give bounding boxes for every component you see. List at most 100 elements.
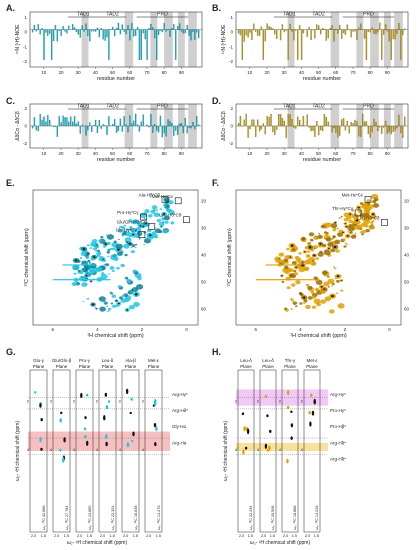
strip-peak (104, 392, 108, 397)
data-bar (258, 125, 261, 132)
data-bar (159, 115, 162, 127)
data-bar (51, 29, 53, 60)
spectral-peak (363, 208, 370, 213)
x-tick-label: 50 (316, 151, 322, 156)
strip-c13-value: ω₁- ¹³C 22.324 (111, 505, 115, 530)
domain-label-prd: PRD (363, 104, 374, 110)
data-bar (333, 29, 335, 42)
y-tick-label: 0 (230, 124, 233, 129)
data-bar (188, 125, 190, 128)
strip-x-tick: 2.0 (283, 534, 288, 538)
data-bar (289, 114, 291, 127)
panel-letter-a: A. (6, 3, 15, 13)
spectral-peak (304, 266, 309, 271)
data-bar (394, 29, 396, 40)
data-bar (356, 29, 358, 41)
strip-tick-label: 2 (27, 398, 30, 403)
spectral-peak (99, 306, 106, 312)
strip-subtitle: Plane (125, 364, 137, 369)
data-bar (318, 125, 320, 136)
peak-core (344, 223, 347, 225)
shaded-region (394, 12, 403, 67)
data-bar (239, 116, 242, 127)
strip-peak (310, 393, 313, 398)
x-axis-label: residue number (303, 157, 341, 163)
spectral-peak (293, 272, 298, 276)
data-bar (140, 29, 142, 60)
spectral-streak (62, 264, 96, 266)
spectral-peak (107, 248, 111, 252)
spectral-peak (90, 266, 93, 268)
peak-core (85, 274, 88, 277)
data-bar (182, 125, 184, 134)
peak-core (302, 296, 306, 299)
spectral-peak (291, 299, 295, 302)
data-bar (163, 22, 165, 30)
strip-x-tick: 2.0 (123, 534, 128, 538)
data-bar (77, 121, 79, 127)
spectral-peak (139, 212, 147, 219)
spectral-peak (338, 217, 342, 219)
data-bar (266, 23, 268, 30)
spectral-peak (292, 301, 298, 305)
strip-subtitle: Plane (148, 364, 160, 369)
shaded-region (370, 12, 379, 67)
data-bar (129, 115, 131, 127)
data-bar (264, 125, 266, 135)
data-bar (146, 29, 148, 60)
spectral-peak (156, 218, 162, 223)
strip-peak (153, 423, 157, 428)
data-bar (123, 116, 125, 127)
strip-tick-label: 2 (257, 398, 260, 403)
data-bar (100, 125, 102, 129)
y-tick-label: 1 (230, 15, 233, 20)
spectral-peak (162, 229, 169, 234)
data-bar (306, 29, 308, 38)
spectral-peak (313, 235, 319, 240)
data-bar (85, 125, 87, 136)
spectral-peak (97, 249, 101, 253)
data-bar (112, 123, 114, 127)
peak-core (331, 294, 334, 298)
x-tick-label: 90 (385, 70, 391, 75)
shaded-region (356, 12, 364, 67)
spectral-peak (278, 252, 285, 257)
strip-peak (308, 410, 311, 415)
spectral-peak (126, 241, 129, 243)
spectral-peak (310, 290, 315, 294)
panel-letter-f: F. (212, 178, 220, 188)
strip-peak (84, 416, 87, 420)
data-bar (268, 26, 270, 30)
data-bar (47, 115, 49, 127)
spectral-peak (323, 281, 330, 287)
spectral-peak (311, 295, 317, 299)
spectral-peak (106, 250, 111, 254)
data-bar (266, 116, 268, 127)
spectral-peak (369, 225, 375, 230)
spectral-peak (133, 301, 140, 307)
strip-title: Leu-δ (102, 358, 114, 363)
data-bar (247, 29, 249, 38)
data-bar (354, 119, 356, 127)
data-bar (115, 27, 118, 30)
spectral-peak (128, 233, 134, 238)
shaded-region (177, 12, 185, 67)
data-bar (285, 125, 287, 139)
peak-annotation: Leu-Hδ*Cδ (159, 213, 182, 218)
spectral-peak (131, 219, 138, 225)
strip-c13-value: ω₁- ¹³C 22.294 (249, 505, 253, 530)
data-bar (285, 29, 287, 31)
data-bar (279, 29, 282, 41)
data-bar (165, 29, 167, 32)
data-bar (346, 120, 348, 127)
right-peak-label: Pro-Hγ* (330, 408, 346, 413)
x-tick-label: 40 (93, 70, 99, 75)
spectral-peak (303, 299, 308, 303)
spectral-peak (163, 204, 167, 208)
spectral-peak (350, 234, 357, 239)
spectral-peak (110, 302, 114, 305)
strip-x-tick: 2.0 (146, 534, 151, 538)
